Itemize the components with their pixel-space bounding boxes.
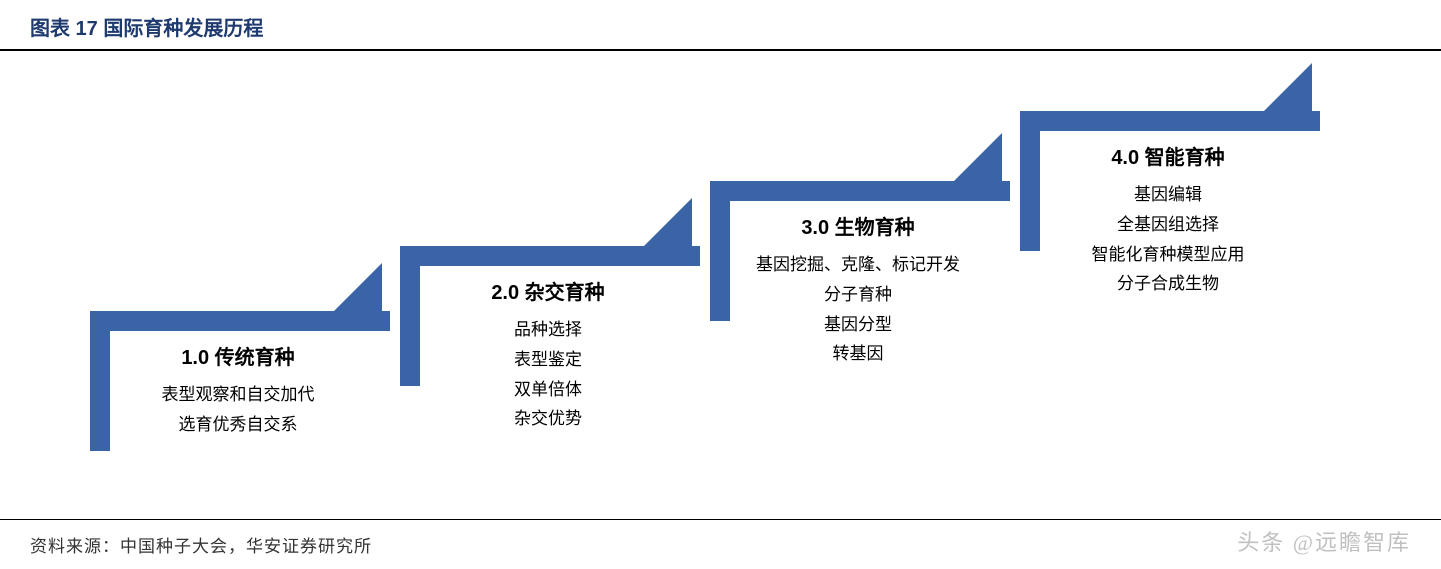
step-title: 2.0 杂交育种: [428, 276, 668, 305]
watermark: 头条 @远瞻智库: [1237, 525, 1411, 557]
step-arrow-icon: [1262, 63, 1312, 113]
step-item: 基因挖掘、克隆、标记开发: [738, 250, 978, 280]
step-title: 4.0 智能育种: [1048, 141, 1288, 170]
step-item: 基因分型: [738, 310, 978, 340]
bracket-vbar: [400, 246, 420, 386]
chart-area: 1.0 传统育种表型观察和自交加代选育优秀自交系 2.0 杂交育种品种选择表型鉴定…: [0, 51, 1441, 511]
step-arrow-icon: [952, 133, 1002, 183]
source-text: 资料来源：中国种子大会，华安证券研究所: [30, 537, 372, 556]
step-title: 3.0 生物育种: [738, 211, 978, 240]
step-item: 品种选择: [428, 315, 668, 345]
step-content: 4.0 智能育种基因编辑全基因组选择智能化育种模型应用分子合成生物: [1048, 141, 1288, 299]
step-item: 基因编辑: [1048, 180, 1288, 210]
bracket-vbar: [90, 311, 110, 451]
step-arrow-icon: [332, 263, 382, 313]
step-item: 智能化育种模型应用: [1048, 240, 1288, 270]
bracket-hbar: [710, 181, 1010, 201]
step-content: 1.0 传统育种表型观察和自交加代选育优秀自交系: [118, 341, 358, 440]
step-item: 转基因: [738, 339, 978, 369]
bracket-hbar: [90, 311, 390, 331]
step-content: 3.0 生物育种基因挖掘、克隆、标记开发分子育种基因分型转基因: [738, 211, 978, 369]
step-item: 表型观察和自交加代: [118, 380, 358, 410]
step-content: 2.0 杂交育种品种选择表型鉴定双单倍体杂交优势: [428, 276, 668, 434]
step-item: 杂交优势: [428, 404, 668, 434]
bracket-vbar: [1020, 111, 1040, 251]
step-item: 分子合成生物: [1048, 269, 1288, 299]
source-bar: 资料来源：中国种子大会，华安证券研究所 头条 @远瞻智库: [0, 519, 1441, 569]
step-item: 分子育种: [738, 280, 978, 310]
step-item: 表型鉴定: [428, 345, 668, 375]
chart-title: 图表 17 国际育种发展历程: [30, 18, 263, 40]
bracket-vbar: [710, 181, 730, 321]
step-item: 选育优秀自交系: [118, 410, 358, 440]
step-item: 全基因组选择: [1048, 210, 1288, 240]
chart-title-bar: 图表 17 国际育种发展历程: [0, 0, 1441, 51]
step-title: 1.0 传统育种: [118, 341, 358, 370]
step-arrow-icon: [642, 198, 692, 248]
bracket-hbar: [1020, 111, 1320, 131]
step-item: 双单倍体: [428, 375, 668, 405]
bracket-hbar: [400, 246, 700, 266]
